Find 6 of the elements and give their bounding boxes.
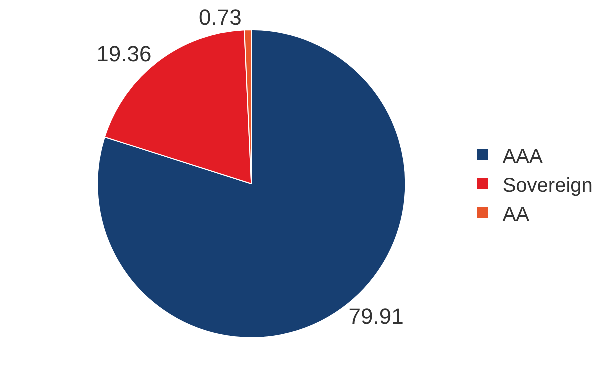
data-label: 19.36 xyxy=(96,41,152,66)
legend-label: AA xyxy=(502,204,530,226)
legend-label: Sovereign xyxy=(502,174,593,197)
data-label: 79.91 xyxy=(348,304,404,329)
legend-label: AAA xyxy=(502,146,544,168)
data-label: 0.73 xyxy=(199,5,242,30)
